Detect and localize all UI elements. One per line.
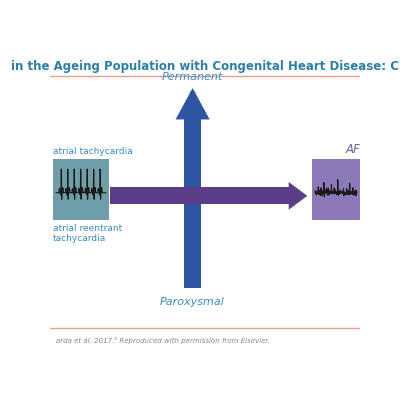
Polygon shape: [289, 182, 307, 210]
Text: atrial reentrant
tachycardia: atrial reentrant tachycardia: [53, 224, 122, 243]
Text: atrial tachycardia: atrial tachycardia: [53, 147, 133, 156]
Bar: [312, 159, 360, 220]
Text: Permanent: Permanent: [162, 72, 223, 82]
Text: arda et al. 2017.⁵ Reproduced with permission from Elsevier.: arda et al. 2017.⁵ Reproduced with permi…: [56, 337, 270, 344]
Bar: [53, 159, 109, 220]
Polygon shape: [176, 88, 210, 120]
Text: AF: AF: [345, 143, 360, 156]
Text: Paroxysmal: Paroxysmal: [160, 298, 225, 308]
Bar: [110, 187, 290, 204]
Bar: [184, 118, 201, 288]
Text: in the Ageing Population with Congenital Heart Disease: C: in the Ageing Population with Congenital…: [11, 60, 399, 73]
